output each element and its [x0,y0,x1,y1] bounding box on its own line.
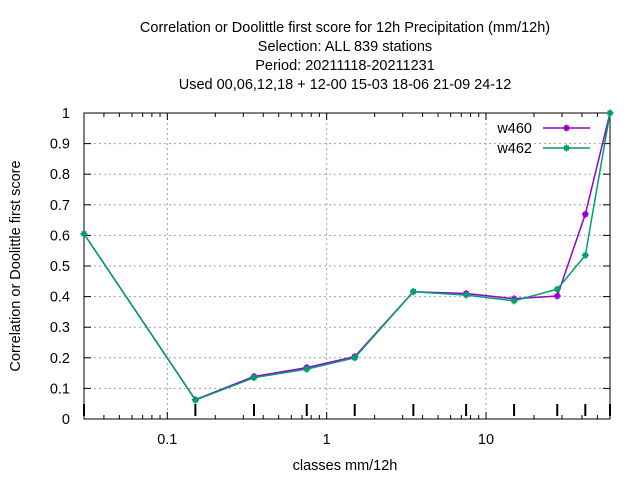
marker-box [410,289,416,295]
data-point-w462 [553,285,561,293]
marker-box [352,355,358,361]
legend: w460 w462 [496,121,590,157]
chart-title: Correlation or Doolittle first score for… [140,20,550,93]
title-line-1: Correlation or Doolittle first score for… [140,20,550,36]
marker-box [607,110,613,116]
y-tick-label: 0.3 [50,320,70,336]
data-point-w462 [191,396,199,404]
title-line-2: Selection: ALL 839 stations [258,39,432,55]
marker-box [564,145,569,151]
marker-box [251,375,257,381]
plot-frame [83,112,611,420]
y-tick-label: 0.8 [50,167,70,183]
tick-layer [83,112,611,420]
x-tick-label: 0.1 [157,432,177,448]
marker-box [582,211,588,217]
y-tick-label: 0.6 [50,228,70,244]
title-line-4: Used 00,06,12,18 + 12-00 15-03 18-06 21-… [179,77,512,93]
legend-marker-w460 [563,124,570,132]
marker-box [463,292,469,298]
y-tick-label: 0.4 [50,290,70,306]
marker-box [304,366,310,372]
legend-label-w460: w460 [496,121,532,137]
data-point-w462 [581,251,589,259]
x-tick-label: 10 [478,432,494,448]
y-tick-label: 1 [62,106,70,122]
x-axis-label: classes mm/12h [293,458,398,474]
marker-box [564,125,569,131]
y-axis-label: Correlation or Doolittle first score [8,160,24,371]
marker-box [582,252,588,258]
data-point-w462 [409,288,417,296]
marker-box [554,286,560,292]
legend-label-w462: w462 [496,141,532,157]
data-point-w462 [462,291,470,299]
data-point-w462 [606,109,614,117]
y-tick-label: 0.1 [50,381,70,397]
legend-marker-w462 [563,144,570,152]
marker-box [192,397,198,403]
grid-layer [84,113,610,419]
data-point-w460 [553,292,561,300]
y-tick-label: 0.9 [50,137,70,153]
y-tick-label: 0.7 [50,198,70,214]
x-tick-label: 1 [323,432,331,448]
data-point-w462 [303,365,311,373]
marker-box [554,293,560,299]
data-point-w462 [510,297,518,305]
data-point-w462 [250,374,258,382]
y-tick-label: 0 [62,412,70,428]
y-tick-label: 0.5 [50,259,70,275]
title-line-3: Period: 20211118-20211231 [255,58,435,74]
data-point-w460 [581,210,589,218]
marker-box [81,231,87,237]
y-tick-label: 0.2 [50,351,70,367]
tick-label-layer: 0 0.1 0.2 0.3 0.4 0.5 0.6 0.7 0.8 0.9 1 0.1 1 10 [50,106,494,448]
data-point-w462 [351,354,359,362]
marker-box [511,298,517,304]
series-layer [80,109,614,404]
data-point-w462 [80,230,88,238]
